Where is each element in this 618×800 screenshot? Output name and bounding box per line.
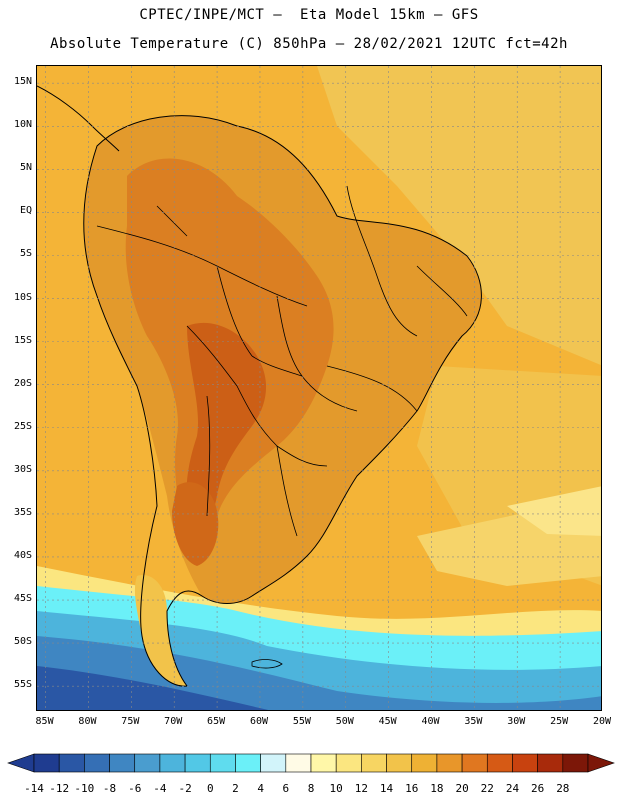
lon-tick-label: 65W xyxy=(207,716,226,727)
colorbar-tick-label: -4 xyxy=(153,782,167,795)
lon-tick-label: 80W xyxy=(78,716,97,727)
lon-tick-label: 55W xyxy=(292,716,311,727)
colorbar-swatch xyxy=(386,753,413,773)
lat-tick-label: 30S xyxy=(13,463,32,475)
colorbar-tick-label: 18 xyxy=(430,782,444,795)
field-cool-southeast xyxy=(507,486,601,536)
colorbar-tick-label: -8 xyxy=(102,782,117,795)
colorbar-tick-label: -14 xyxy=(24,782,44,795)
colorbar-left-arrow xyxy=(7,753,35,773)
lat-tick-label: 10S xyxy=(13,291,32,303)
colorbar-tick-label: 26 xyxy=(531,782,545,795)
colorbar-swatch xyxy=(159,753,186,773)
colorbar-swatch xyxy=(486,753,513,773)
colorbar xyxy=(7,753,615,773)
continent-hotter-core xyxy=(186,322,267,530)
temperature-map xyxy=(36,65,602,711)
colorbar-swatch xyxy=(58,753,85,773)
colorbar-swatch xyxy=(461,753,488,773)
colorbar-tick-label: 0 xyxy=(206,782,214,795)
colorbar-tick-label: -10 xyxy=(74,782,95,795)
lon-tick-label: 70W xyxy=(164,716,183,727)
lat-tick-label: 55S xyxy=(13,679,32,691)
chart-subtitle: Absolute Temperature (C) 850hPa – 28/02/… xyxy=(50,36,568,52)
lat-tick-label: 15N xyxy=(13,76,32,88)
lat-tick-label: 35S xyxy=(13,506,32,518)
colorbar-swatch xyxy=(84,753,110,773)
colorbar-tick-label: -12 xyxy=(49,782,70,795)
lon-tick-label: 40W xyxy=(421,716,440,727)
colorbar-swatch xyxy=(285,753,312,773)
lon-tick-label: 60W xyxy=(249,716,268,727)
map-canvas xyxy=(37,66,601,710)
colorbar-tick-label: 16 xyxy=(405,782,419,795)
colorbar-swatch xyxy=(512,753,538,773)
lat-tick-label: 10N xyxy=(13,119,32,131)
colorbar-swatch xyxy=(411,753,438,773)
colorbar-tick-label: 28 xyxy=(556,782,570,795)
colorbar-tick-label: 10 xyxy=(329,782,343,795)
lon-tick-label: 30W xyxy=(507,716,526,727)
continent-tip xyxy=(134,575,187,687)
colorbar-tick-label: 6 xyxy=(282,782,290,795)
lat-tick-label: 50S xyxy=(13,636,32,648)
colorbar-tick-label: 4 xyxy=(257,782,264,795)
colorbar-tick-label: 8 xyxy=(307,782,315,795)
country-borders xyxy=(96,185,468,537)
colorbar-tick-label: 2 xyxy=(232,782,239,795)
central-america-coast xyxy=(37,85,120,152)
lat-tick-label: EQ xyxy=(19,205,32,217)
colorbar-swatch xyxy=(260,753,287,773)
colorbar-tick-label: 22 xyxy=(480,782,494,795)
colorbar-swatch xyxy=(235,753,261,773)
lon-tick-label: 50W xyxy=(335,716,354,727)
colorbar-swatch xyxy=(537,753,564,773)
lat-tick-label: 40S xyxy=(13,549,32,561)
lat-tick-label: 5S xyxy=(19,248,32,260)
colorbar-swatch xyxy=(335,753,362,773)
colorbar-tick-label: -2 xyxy=(178,782,192,795)
lat-tick-label: 45S xyxy=(13,593,32,605)
lon-tick-label: 85W xyxy=(35,716,54,727)
colorbar-tick-label: 14 xyxy=(379,782,394,795)
lat-tick-label: 25S xyxy=(13,420,32,432)
lat-tick-label: 5N xyxy=(19,162,32,174)
lat-tick-label: 20S xyxy=(13,377,32,389)
chart-title: CPTEC/INPE/MCT – Eta Model 15km – GFS xyxy=(139,7,479,23)
colorbar-right-arrow xyxy=(587,753,615,773)
colorbar-swatch xyxy=(184,753,211,773)
colorbar-tick-label: 12 xyxy=(354,782,368,795)
lat-tick-label: 15S xyxy=(13,334,32,346)
colorbar-swatch xyxy=(134,753,161,773)
field-cold-south-5 xyxy=(37,666,269,710)
lon-tick-label: 35W xyxy=(464,716,483,727)
map-gridlines xyxy=(37,66,601,710)
colorbar-tick-label: -6 xyxy=(128,782,142,795)
colorbar-swatch xyxy=(436,753,463,773)
colorbar-swatch xyxy=(361,753,387,773)
lon-tick-label: 25W xyxy=(550,716,569,727)
lon-tick-label: 20W xyxy=(592,716,612,727)
colorbar-swatch xyxy=(562,753,589,773)
colorbar-swatch xyxy=(109,753,136,773)
field-warm-northeast xyxy=(317,66,601,366)
colorbar-tick-label: 24 xyxy=(505,782,520,795)
colorbar-swatch xyxy=(310,753,337,773)
falkland-islands xyxy=(251,659,283,669)
colorbar-swatch xyxy=(33,753,60,773)
continent-patagonia xyxy=(172,482,219,566)
colorbar-tick-label: 20 xyxy=(455,782,469,795)
lon-tick-label: 75W xyxy=(121,716,140,727)
lon-tick-label: 45W xyxy=(378,716,397,727)
colorbar-swatch xyxy=(209,753,236,773)
